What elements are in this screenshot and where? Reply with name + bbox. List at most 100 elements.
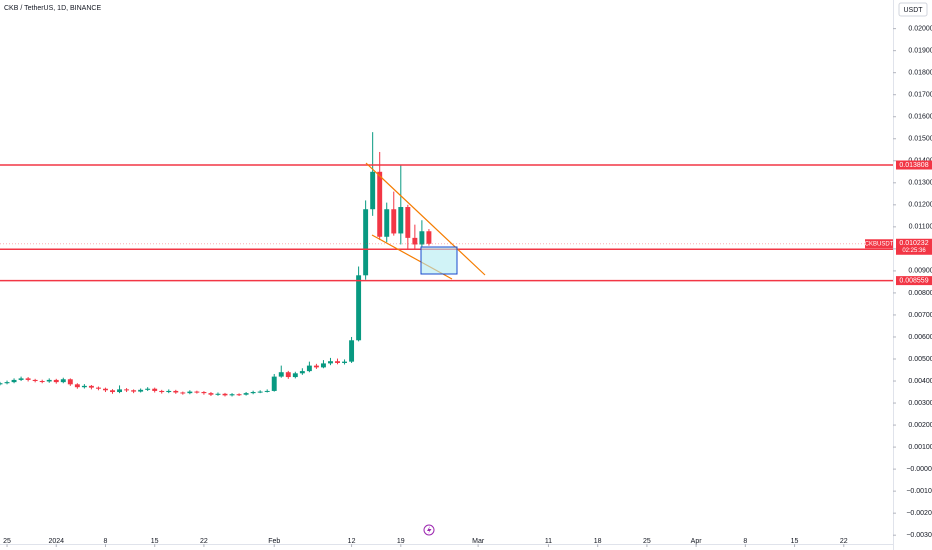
candle-body bbox=[208, 393, 214, 395]
candle-body bbox=[398, 207, 404, 234]
candle-body bbox=[187, 391, 193, 394]
candle-body bbox=[46, 379, 52, 382]
candle-body bbox=[320, 363, 326, 368]
x-tick-label: 2024 bbox=[48, 538, 64, 545]
candle-body bbox=[222, 393, 228, 396]
x-tick-label: Feb bbox=[268, 538, 280, 545]
x-tick-label: 8 bbox=[743, 538, 747, 545]
currency-button[interactable] bbox=[898, 2, 928, 17]
candle-body bbox=[264, 390, 270, 392]
candle-body bbox=[377, 171, 383, 237]
x-tick-label: 15 bbox=[791, 538, 799, 545]
candle-body bbox=[53, 379, 59, 383]
x-tick-label: 15 bbox=[151, 538, 159, 545]
candle-body bbox=[285, 372, 291, 378]
trend-line-upper bbox=[365, 162, 486, 276]
x-tick-label: Apr bbox=[691, 538, 703, 545]
candle-body bbox=[166, 390, 172, 393]
lightning-icon[interactable] bbox=[423, 524, 435, 536]
candle-body bbox=[74, 384, 80, 388]
candle-body bbox=[25, 378, 31, 380]
level-label-box bbox=[896, 160, 932, 170]
y-tick-label: −0.001000 bbox=[906, 488, 932, 495]
candle-body bbox=[356, 275, 362, 341]
candle-body bbox=[180, 392, 186, 394]
symbol-box bbox=[865, 239, 893, 249]
candle-body bbox=[201, 392, 207, 394]
x-tick-label: 18 bbox=[594, 538, 602, 545]
level-label-box bbox=[896, 276, 932, 286]
candle-body bbox=[173, 390, 179, 393]
chart-title: CKB / TetherUS, 1D, BINANCE bbox=[4, 5, 101, 12]
x-tick-label: 8 bbox=[104, 538, 108, 545]
y-tick-label: −0.000000 bbox=[906, 466, 932, 473]
candle-body bbox=[278, 372, 284, 377]
candle-body bbox=[271, 376, 277, 391]
candle-body bbox=[419, 231, 425, 245]
candle-body bbox=[384, 209, 390, 237]
x-tick-label: 25 bbox=[643, 538, 651, 545]
candle-body bbox=[299, 371, 305, 374]
candle-body bbox=[370, 171, 376, 210]
level-label: 0.008559 bbox=[899, 277, 928, 284]
x-tick-label: 12 bbox=[348, 538, 356, 545]
icon-circle[interactable] bbox=[423, 524, 435, 536]
drawings bbox=[365, 162, 486, 280]
x-tick-label: 19 bbox=[397, 538, 405, 545]
candle-body bbox=[159, 390, 165, 393]
candle-body bbox=[117, 389, 122, 393]
x-tick-label: 25 bbox=[3, 538, 11, 545]
candle-body bbox=[342, 361, 348, 363]
y-tick-label: 0.001000 bbox=[908, 444, 932, 451]
candle-body bbox=[18, 378, 24, 380]
target-box bbox=[420, 246, 458, 275]
candle-body bbox=[124, 389, 130, 391]
candle-body bbox=[152, 388, 158, 391]
candle-body bbox=[292, 373, 298, 378]
icon-bolt[interactable] bbox=[427, 526, 432, 534]
candle-body bbox=[131, 390, 137, 392]
candle-body bbox=[257, 391, 263, 393]
x-tick-label: 11 bbox=[545, 538, 552, 545]
candle-body bbox=[0, 383, 3, 385]
candle-body bbox=[405, 207, 411, 238]
candle-body bbox=[335, 361, 340, 363]
currency-label[interactable]: USDT bbox=[903, 7, 923, 14]
candle-body bbox=[39, 381, 45, 383]
candle-body bbox=[229, 394, 235, 396]
x-tick-label: 22 bbox=[200, 538, 208, 545]
candle-body bbox=[215, 393, 221, 395]
candle-body bbox=[250, 392, 256, 394]
x-tick-label: Mar bbox=[472, 538, 485, 545]
level-label: 0.013808 bbox=[899, 162, 928, 169]
candle-body bbox=[95, 387, 101, 389]
last-price-box bbox=[896, 238, 932, 255]
candle-body bbox=[243, 393, 249, 395]
candle-body bbox=[306, 365, 312, 372]
candle-body bbox=[328, 361, 333, 364]
candle-body bbox=[67, 379, 73, 385]
candle-body bbox=[4, 382, 10, 384]
candle-body bbox=[138, 389, 144, 392]
candle-body bbox=[81, 385, 87, 388]
candle-body bbox=[313, 365, 319, 368]
